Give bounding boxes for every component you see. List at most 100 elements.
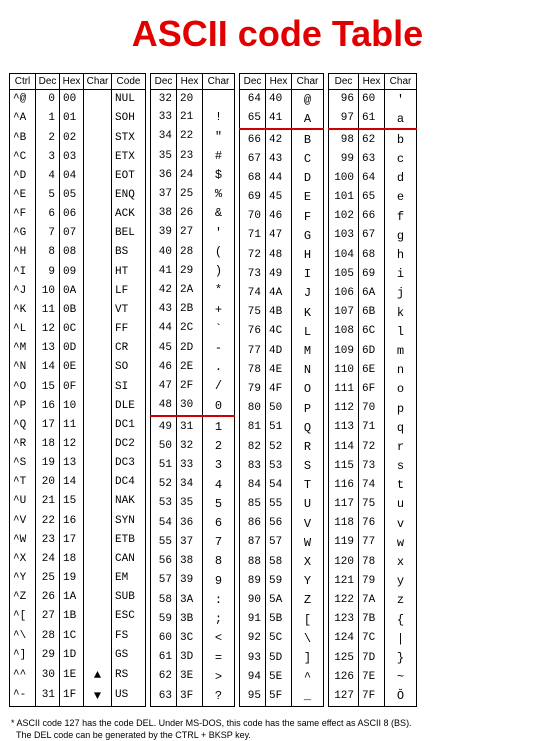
cell-dec: 124 <box>329 629 359 648</box>
cell-char: Q <box>292 418 324 437</box>
cell-dec: 55 <box>151 533 177 552</box>
cell-char: [ <box>292 610 324 629</box>
cell-ctrl: ^D <box>10 167 36 186</box>
cell-dec: 36 <box>151 166 177 185</box>
cell-char <box>84 339 112 358</box>
cell-code: DC3 <box>112 454 146 473</box>
cell-ctrl: ^S <box>10 454 36 473</box>
cell-dec: 50 <box>151 437 177 456</box>
table-row: ^N140ESO <box>10 358 146 377</box>
table-row: ^]291DGS <box>10 646 146 665</box>
cell-dec: 23 <box>36 531 60 550</box>
cell-hex: 38 <box>177 552 203 571</box>
cell-hex: 65 <box>359 188 385 207</box>
cell-char <box>84 243 112 262</box>
cell-dec: 113 <box>329 418 359 437</box>
cell-code: DLE <box>112 397 146 416</box>
cell-char: m <box>385 341 417 360</box>
table-row: ^J100ALF <box>10 282 146 301</box>
table-row: 1227Az <box>329 591 417 610</box>
cell-dec: 40 <box>151 242 177 261</box>
cell-dec: 105 <box>329 265 359 284</box>
cell-dec: 22 <box>36 511 60 530</box>
table-row: 462E. <box>151 358 235 377</box>
cell-hex: 08 <box>60 243 84 262</box>
cell-hex: 37 <box>177 533 203 552</box>
cell-hex: 0D <box>60 339 84 358</box>
cell-hex: 32 <box>177 437 203 456</box>
cell-char <box>84 626 112 645</box>
table-row: 10569i <box>329 265 417 284</box>
cell-hex: 2F <box>177 377 203 396</box>
cell-hex: 03 <box>60 148 84 167</box>
table-row: 593B; <box>151 610 235 629</box>
cell-char: O <box>292 380 324 399</box>
cell-char: ? <box>203 686 235 706</box>
cell-char: + <box>203 300 235 319</box>
cell-hex: 1D <box>60 646 84 665</box>
cell-char <box>84 205 112 224</box>
table-row: ^O150FSI <box>10 377 146 396</box>
table-row: 8858X <box>240 553 324 572</box>
cell-char <box>203 90 235 108</box>
table-row: 1076Bk <box>329 303 417 322</box>
cell-hex: 77 <box>359 533 385 552</box>
cell-char: @ <box>292 90 324 110</box>
cell-char: S <box>292 457 324 476</box>
cell-char <box>84 646 112 665</box>
cell-dec: 77 <box>240 341 266 360</box>
cell-dec: 9 <box>36 262 60 281</box>
cell-char: 4 <box>203 475 235 494</box>
col-code: Code <box>112 74 146 90</box>
cell-dec: 116 <box>329 476 359 495</box>
table-row: 12078x <box>329 553 417 572</box>
cell-char: P <box>292 399 324 418</box>
ascii-table-upper: Dec Hex Char 6440@6541A6642B6743C6844D69… <box>239 73 324 707</box>
cell-char: ( <box>203 242 235 261</box>
cell-dec: 75 <box>240 303 266 322</box>
table-row: 3321! <box>151 108 235 127</box>
table-row: 3624$ <box>151 166 235 185</box>
table-row: ^Q1711DC1 <box>10 416 146 435</box>
cell-dec: 44 <box>151 319 177 338</box>
cell-code: SYN <box>112 511 146 530</box>
cell-char: } <box>385 648 417 667</box>
cell-ctrl: ^] <box>10 646 36 665</box>
cell-dec: 107 <box>329 303 359 322</box>
cell-dec: 117 <box>329 495 359 514</box>
cell-dec: 110 <box>329 361 359 380</box>
cell-hex: 0B <box>60 301 84 320</box>
table-row: 925C\ <box>240 629 324 648</box>
cell-hex: 21 <box>177 108 203 127</box>
cell-char: k <box>385 303 417 322</box>
cell-char <box>84 588 112 607</box>
table-row: 583A: <box>151 590 235 609</box>
cell-dec: 17 <box>36 416 60 435</box>
cell-hex: 19 <box>60 569 84 588</box>
cell-char: C <box>292 150 324 169</box>
table-row: 1247C| <box>329 629 417 648</box>
table-row: ^R1812DC2 <box>10 435 146 454</box>
table-row: 1086Cl <box>329 322 417 341</box>
cell-char: 2 <box>203 437 235 456</box>
cell-dec: 119 <box>329 533 359 552</box>
table-row: 8252R <box>240 437 324 456</box>
cell-dec: 14 <box>36 358 60 377</box>
cell-char: E <box>292 188 324 207</box>
cell-hex: 50 <box>266 399 292 418</box>
cell-dec: 16 <box>36 397 60 416</box>
cell-dec: 26 <box>36 588 60 607</box>
cell-char <box>84 282 112 301</box>
cell-char <box>84 492 112 511</box>
cell-hex: 09 <box>60 262 84 281</box>
cell-char: - <box>203 339 235 358</box>
cell-hex: 1E <box>60 665 84 686</box>
cell-ctrl: ^A <box>10 109 36 128</box>
cell-dec: 76 <box>240 322 266 341</box>
cell-hex: 6A <box>359 284 385 303</box>
cell-dec: 61 <box>151 648 177 667</box>
cell-dec: 93 <box>240 648 266 667</box>
table-row: 3422" <box>151 127 235 146</box>
cell-hex: 2A <box>177 281 203 300</box>
cell-char <box>84 186 112 205</box>
